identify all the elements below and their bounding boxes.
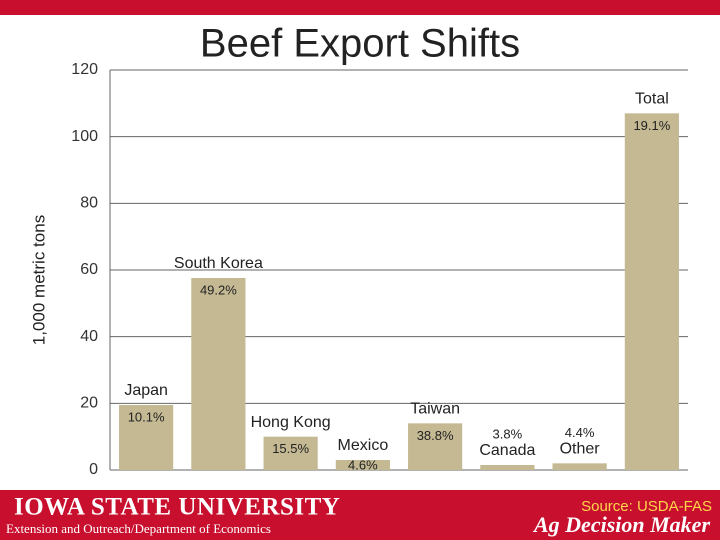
department: Extension and Outreach/Department of Eco… [6, 521, 271, 536]
university-name: IOWA STATE UNIVERSITY [14, 494, 340, 521]
change-label: 10.1% [128, 409, 165, 424]
top-band [0, 0, 720, 15]
category-label: Hong Kong [251, 414, 331, 431]
y-axis-label: 1,000 metric tons [29, 215, 48, 345]
chart-title: Beef Export Shifts [200, 22, 520, 66]
bar [552, 463, 607, 470]
brand: Ag Decision Maker [532, 512, 710, 537]
change-label: 15.5% [272, 441, 309, 456]
bar [191, 278, 246, 470]
change-label: 49.2% [200, 282, 237, 297]
category-label: Canada [479, 442, 535, 459]
change-label: 38.8% [417, 428, 454, 443]
bar [624, 113, 679, 470]
bar [119, 405, 174, 470]
y-tick-label: 120 [71, 61, 98, 78]
category-label: Taiwan [410, 401, 460, 418]
y-tick-label: 100 [71, 128, 98, 145]
category-label: Other [560, 441, 601, 458]
category-label: Japan [124, 382, 168, 399]
change-label: 3.8% [493, 426, 523, 441]
y-tick-label: 80 [80, 195, 98, 212]
bar [408, 423, 463, 470]
category-label: South Korea [174, 255, 263, 272]
change-label: 4.4% [565, 425, 595, 440]
category-label: Mexico [338, 437, 389, 454]
source: Source: USDA-FAS [581, 498, 712, 515]
category-label: Total [635, 91, 669, 108]
y-tick-label: 0 [89, 461, 98, 478]
bar [335, 460, 390, 470]
bar [263, 436, 318, 470]
y-tick-label: 40 [80, 328, 98, 345]
y-tick-label: 20 [80, 395, 98, 412]
bar [480, 465, 535, 470]
y-tick-label: 60 [80, 261, 98, 278]
change-label: 4.6% [348, 457, 378, 472]
change-label: 19.1% [633, 118, 670, 133]
footer-band [0, 490, 720, 540]
